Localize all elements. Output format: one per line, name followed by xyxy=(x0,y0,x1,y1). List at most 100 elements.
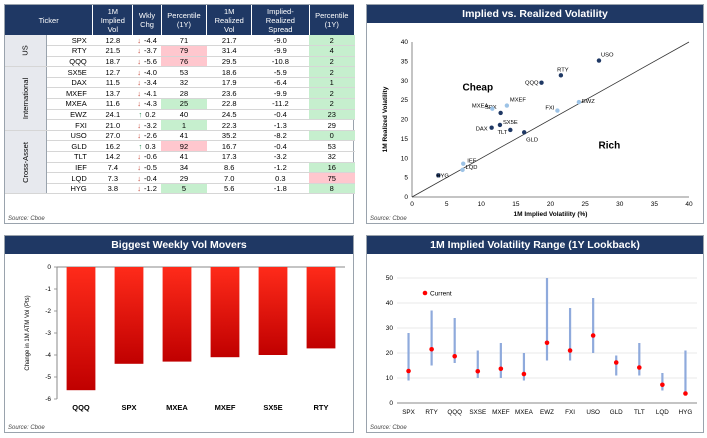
point-label: FXI xyxy=(545,106,554,112)
ticker-cell: IEF xyxy=(46,162,93,174)
table-row: IEF 7.4 ↓ -0.5 34 8.6 -1.2 16 xyxy=(5,162,355,174)
current-dot xyxy=(475,368,481,374)
x-tick-label: 10 xyxy=(478,201,486,208)
table-header-row: Ticker 1M Implied Vol Wkly Chg Percentile (… xyxy=(5,5,356,35)
spread-percentile-cell: 2 xyxy=(309,56,355,68)
bar xyxy=(258,267,288,355)
weekly-change-cell: ↓ -0.6 xyxy=(132,151,162,163)
legend-dot xyxy=(422,290,428,296)
table-row: GLD 16.2 ↑ 0.3 92 16.7 -0.4 53 xyxy=(5,140,355,153)
implied-vol-cell: 7.3 xyxy=(92,172,133,184)
point-label: EWZ xyxy=(582,99,595,105)
source-note: Source: Cboe xyxy=(370,216,407,222)
weekly-change-cell: ↓ -5.6 xyxy=(132,56,162,68)
arrow-down-icon: ↓ xyxy=(137,35,141,45)
group-label: International xyxy=(5,66,48,131)
weekly-change-value: -3.2 xyxy=(143,120,157,130)
current-dot xyxy=(590,333,596,338)
x-tick-label: HYG xyxy=(679,409,693,416)
y-tick-label: 20 xyxy=(401,117,409,124)
iv-percentile-cell: 29 xyxy=(161,172,207,184)
scatter-point xyxy=(490,106,495,111)
weekly-change-value: -2.6 xyxy=(143,131,157,141)
table-header-cell: Ticker xyxy=(5,5,94,35)
x-tick-label: MXEF xyxy=(492,409,510,416)
bar xyxy=(306,267,336,349)
x-tick-label: 0 xyxy=(410,201,414,208)
spread-percentile-cell: 0 xyxy=(309,129,355,142)
vol-table-panel: Ticker 1M Implied Vol Wkly Chg Percentile (… xyxy=(4,4,356,224)
implied-vol-cell: 18.7 xyxy=(92,56,133,68)
bar-panel: Biggest Weekly Vol Movers 0 -1 -2 -3 -4 -5 -6 C… xyxy=(4,235,354,433)
spread-cell: -3.2 xyxy=(251,151,310,163)
y-tick-label: 0 xyxy=(389,400,393,407)
weekly-change-value: -4.4 xyxy=(143,35,157,45)
group-label-text: US xyxy=(21,45,31,56)
x-tick-label: MXEA xyxy=(166,403,188,412)
spread-percentile-cell: 53 xyxy=(309,140,355,153)
realized-vol-cell: 17.3 xyxy=(206,151,252,163)
legend-label: Current xyxy=(430,290,452,297)
spread-percentile-cell: 29 xyxy=(309,119,355,131)
realized-vol-cell: 22.3 xyxy=(206,119,252,131)
x-tick-label: 25 xyxy=(582,201,590,208)
scatter-point xyxy=(489,125,494,130)
x-tick-label: RTY xyxy=(425,409,438,416)
weekly-change-value: -4.1 xyxy=(143,88,157,98)
spread-cell: -9.9 xyxy=(251,87,310,100)
ticker-cell: SPX xyxy=(46,35,93,47)
point-label: USO xyxy=(601,53,614,59)
scatter-point xyxy=(461,161,466,166)
range-title: 1M Implied Volatility Range (1Y Lookback… xyxy=(367,236,703,254)
weekly-change-cell: ↓ -4.1 xyxy=(132,87,162,100)
arrow-down-icon: ↓ xyxy=(137,46,141,56)
y-tick-label: 10 xyxy=(401,155,409,162)
current-dot xyxy=(521,371,527,377)
iv-percentile-cell: 40 xyxy=(161,109,207,121)
weekly-change-value: 0.2 xyxy=(145,109,156,119)
spread-percentile-cell: 23 xyxy=(309,109,355,121)
x-axis-label: 1M Implied Volatility (%) xyxy=(514,211,588,218)
x-tick-label: 30 xyxy=(616,201,624,208)
arrow-down-icon: ↓ xyxy=(137,152,141,162)
table-header-cell: Wkly Chg xyxy=(132,5,162,35)
implied-vol-cell: 3.8 xyxy=(92,183,133,195)
iv-percentile-cell: 28 xyxy=(161,87,207,100)
spread-cell: -10.8 xyxy=(251,56,310,68)
y-tick-label: 30 xyxy=(386,325,394,332)
spread-percentile-cell: 8 xyxy=(309,183,355,195)
ticker-cell: MXEF xyxy=(46,87,93,100)
y-tick-label: -2 xyxy=(45,308,51,315)
x-tick-label: RTY xyxy=(314,403,329,412)
spread-percentile-cell: 16 xyxy=(309,162,355,174)
realized-vol-cell: 31.4 xyxy=(206,45,252,57)
weekly-change-value: 0.3 xyxy=(145,141,156,151)
weekly-change-cell: ↑ 0.2 xyxy=(132,109,162,121)
current-dot xyxy=(452,353,457,359)
arrow-down-icon: ↓ xyxy=(137,99,141,109)
realized-vol-cell: 7.0 xyxy=(206,172,252,184)
implied-vol-cell: 11.5 xyxy=(92,77,133,89)
scatter-point xyxy=(497,122,503,128)
weekly-change-cell: ↓ -3.2 xyxy=(132,119,162,131)
weekly-change-cell: ↓ -4.4 xyxy=(132,35,162,47)
table-row: US SPX 12.8 ↓ -4.4 71 21.7 -9.0 2 xyxy=(5,35,355,68)
table-row: TLT 14.2 ↓ -0.6 41 17.3 -3.2 32 xyxy=(5,151,355,163)
x-tick-label: 40 xyxy=(685,201,693,208)
point-label: SX5E xyxy=(503,120,518,126)
ticker-cell: RTY xyxy=(46,45,93,57)
weekly-change-value: -0.4 xyxy=(143,173,157,183)
iv-percentile-cell: 79 xyxy=(161,45,207,57)
arrow-down-icon: ↓ xyxy=(137,173,141,183)
y-tick-label: 30 xyxy=(401,78,409,85)
x-tick-label: TLT xyxy=(634,409,645,416)
iv-percentile-cell: 53 xyxy=(161,66,207,78)
y-tick-label: -3 xyxy=(45,330,51,337)
point-label: RTY xyxy=(557,67,569,73)
weekly-change-cell: ↓ -3.7 xyxy=(132,45,162,57)
iv-percentile-cell: 92 xyxy=(161,140,207,153)
current-dot xyxy=(683,391,688,396)
weekly-change-cell: ↓ -4.3 xyxy=(132,98,162,110)
spread-cell: -1.3 xyxy=(251,119,310,131)
x-tick-label: QQQ xyxy=(447,409,462,416)
